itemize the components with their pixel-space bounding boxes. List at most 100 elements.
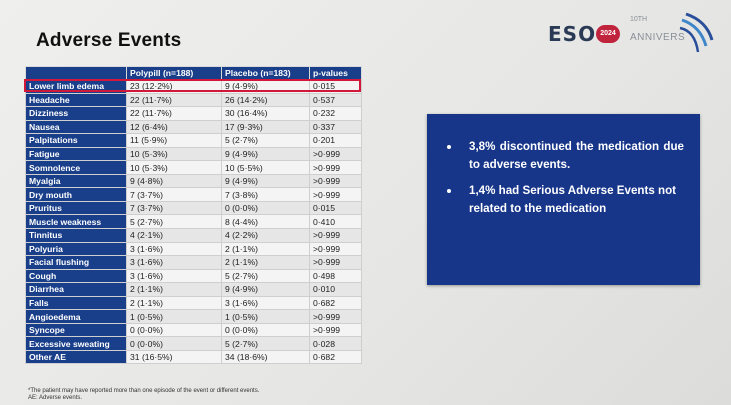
polypill-cell: 0 (0·0%): [126, 336, 222, 351]
placebo-cell: 17 (9·3%): [221, 119, 310, 135]
adverse-events-table: Polypill (n=188) Placebo (n=183) p-value…: [25, 66, 362, 365]
p-value-cell: >0·999: [309, 309, 362, 324]
p-value-cell: 0·015: [309, 79, 362, 94]
placebo-cell: 9 (4·9%): [221, 282, 310, 297]
event-cell: Syncope: [25, 322, 127, 338]
footnote-line: *The patient may have reported more than…: [28, 388, 260, 394]
bullet-icon: [447, 145, 451, 149]
event-cell: Other AE: [25, 349, 127, 365]
table-row: Angioedema 1 (0·5%) 1 (0·5%) >0·999: [25, 309, 362, 324]
logo-year-badge: 2024: [596, 25, 620, 43]
event-cell: Muscle weakness: [25, 214, 127, 229]
placebo-cell: 5 (2·7%): [221, 336, 310, 351]
p-value-cell: 0·410: [309, 214, 362, 229]
table-row: Cough 3 (1·6%) 5 (2·7%) 0·498: [25, 268, 362, 284]
slide-title: Adverse Events: [36, 30, 182, 51]
table-row: Nausea 12 (6·4%) 17 (9·3%) 0·337: [25, 119, 362, 135]
table-row: Somnolence 10 (5·3%) 10 (5·5%) >0·999: [25, 160, 362, 175]
event-cell: Somnolence: [25, 160, 127, 175]
polypill-cell: 11 (5·9%): [126, 133, 222, 148]
polypill-cell: 2 (1·1%): [126, 282, 222, 297]
header-polypill: Polypill (n=188): [126, 66, 222, 80]
polypill-cell: 9 (4·8%): [126, 173, 222, 189]
table-row: Dizziness 22 (11·7%) 30 (16·4%) 0·232: [25, 106, 362, 121]
polypill-cell: 3 (1·6%): [126, 255, 222, 270]
table-row: Syncope 0 (0·0%) 0 (0·0%) >0·999: [25, 322, 362, 338]
table-row: Excessive sweating 0 (0·0%) 5 (2·7%) 0·028: [25, 336, 362, 351]
placebo-cell: 4 (2·2%): [221, 228, 310, 243]
logo-anniversary: ANNIVERS: [630, 32, 686, 43]
event-cell: Pruritus: [25, 200, 127, 216]
p-value-cell: 0·028: [309, 336, 362, 351]
polypill-cell: 10 (5·3%): [126, 160, 222, 175]
summary-bullet: 1,4% had Serious Adverse Events not rela…: [427, 182, 700, 218]
event-cell: Dry mouth: [25, 187, 127, 202]
p-value-cell: 0·201: [309, 133, 362, 148]
polypill-cell: 1 (0·5%): [126, 309, 222, 324]
polypill-cell: 3 (1·6%): [126, 241, 222, 257]
event-cell: Cough: [25, 268, 127, 284]
table-row: Lower limb edema 23 (12·2%) 9 (4·9%) 0·015: [25, 79, 362, 94]
event-cell: Fatigue: [25, 146, 127, 162]
placebo-cell: 30 (16·4%): [221, 106, 310, 121]
placebo-cell: 2 (1·1%): [221, 255, 310, 270]
event-cell: Nausea: [25, 119, 127, 135]
p-value-cell: 0·337: [309, 119, 362, 135]
event-cell: Polyuria: [25, 241, 127, 257]
placebo-cell: 5 (2·7%): [221, 133, 310, 148]
p-value-cell: 0·015: [309, 200, 362, 216]
p-value-cell: >0·999: [309, 146, 362, 162]
polypill-cell: 0 (0·0%): [126, 322, 222, 338]
p-value-cell: 0·682: [309, 349, 362, 365]
footnote-line: AE: Adverse events.: [28, 395, 83, 401]
footnote: *The patient may have reported more than…: [28, 388, 259, 402]
polypill-cell: 3 (1·6%): [126, 268, 222, 284]
table-row: Dry mouth 7 (3·7%) 7 (3·8%) >0·999: [25, 187, 362, 202]
event-cell: Dizziness: [25, 106, 127, 121]
header-event: [25, 66, 127, 80]
header-p-values: p-values: [309, 66, 362, 80]
placebo-cell: 7 (3·8%): [221, 187, 310, 202]
p-value-cell: >0·999: [309, 255, 362, 270]
summary-bullet: 3,8% discontinued the medication due to …: [427, 138, 700, 174]
event-cell: Palpitations: [25, 133, 127, 148]
bullet-icon: [447, 189, 451, 193]
p-value-cell: 0·498: [309, 268, 362, 284]
placebo-cell: 10 (5·5%): [221, 160, 310, 175]
table-row: Muscle weakness 5 (2·7%) 8 (4·4%) 0·410: [25, 214, 362, 229]
event-cell: Lower limb edema: [25, 79, 127, 94]
polypill-cell: 12 (6·4%): [126, 119, 222, 135]
polypill-cell: 10 (5·3%): [126, 146, 222, 162]
event-cell: Headache: [25, 92, 127, 108]
table-row: Falls 2 (1·1%) 3 (1·6%) 0·682: [25, 295, 362, 311]
p-value-cell: >0·999: [309, 322, 362, 338]
placebo-cell: 34 (18·6%): [221, 349, 310, 365]
summary-bullet-text: 3,8% discontinued the medication due to …: [469, 140, 684, 171]
table-row: Palpitations 11 (5·9%) 5 (2·7%) 0·201: [25, 133, 362, 148]
p-value-cell: 0·010: [309, 282, 362, 297]
event-cell: Falls: [25, 295, 127, 311]
p-value-cell: >0·999: [309, 173, 362, 189]
table-row: Pruritus 7 (3·7%) 0 (0·0%) 0·015: [25, 200, 362, 216]
event-cell: Tinnitus: [25, 228, 127, 243]
summary-bullet-text: 1,4% had Serious Adverse Events not rela…: [469, 184, 677, 215]
polypill-cell: 22 (11·7%): [126, 106, 222, 121]
table-row: Headache 22 (11·7%) 26 (14·2%) 0·537: [25, 92, 362, 108]
polypill-cell: 4 (2·1%): [126, 228, 222, 243]
placebo-cell: 2 (1·1%): [221, 241, 310, 257]
summary-box: 3,8% discontinued the medication due to …: [427, 114, 700, 285]
table-row: Polyuria 3 (1·6%) 2 (1·1%) >0·999: [25, 241, 362, 257]
placebo-cell: 8 (4·4%): [221, 214, 310, 229]
event-cell: Facial flushing: [25, 255, 127, 270]
event-cell: Angioedema: [25, 309, 127, 324]
p-value-cell: >0·999: [309, 241, 362, 257]
table-row: Facial flushing 3 (1·6%) 2 (1·1%) >0·999: [25, 255, 362, 270]
p-value-cell: 0·682: [309, 295, 362, 311]
swirl-icon: [679, 12, 714, 53]
p-value-cell: >0·999: [309, 187, 362, 202]
polypill-cell: 7 (3·7%): [126, 200, 222, 216]
table-row: Other AE 31 (16·5%) 34 (18·6%) 0·682: [25, 349, 362, 365]
placebo-cell: 0 (0·0%): [221, 322, 310, 338]
polypill-cell: 5 (2·7%): [126, 214, 222, 229]
placebo-cell: 9 (4·9%): [221, 79, 310, 94]
